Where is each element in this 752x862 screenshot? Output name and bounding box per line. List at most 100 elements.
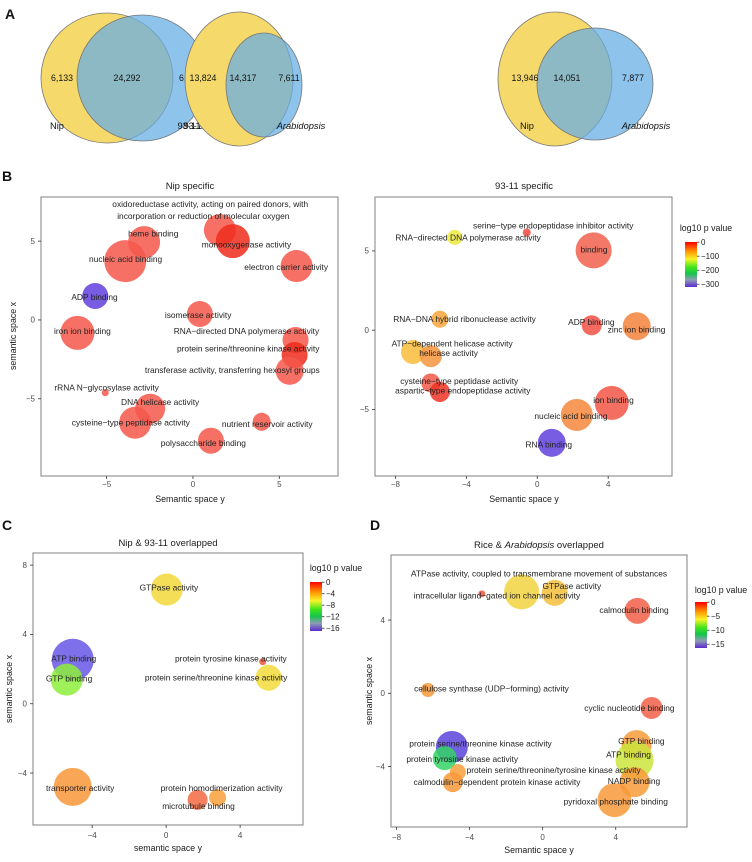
term-label: pyridoxal phosphate binding [564,796,669,806]
plot-c: −4 0 4 8 4 0 −4 Nip & 93-11 overlapped semantic … [4,538,362,853]
x-tick-label: −5 [102,480,112,489]
legend-colorbar [695,602,707,648]
term-label: RNA−DNA hybrid ribonuclease activity [393,314,536,324]
term-label: nucleic acid binding [89,254,162,264]
bubble [255,664,282,691]
bubble [522,228,531,237]
plot-b_left: −5 0 5 5 0 −5 Nip specific Semantic space y sema… [8,181,339,504]
bubble [624,597,651,624]
legend-tick-label: 0 [326,578,331,587]
venn-diagram-2: 13,824 14,317 7,611 93-11 Arabidopsis [177,11,326,147]
bubble [275,356,304,385]
legend-tick-label: −100 [701,252,720,261]
bubble [615,741,654,780]
panel-c-label: C [2,517,13,533]
x-tick-label: 0 [535,480,540,489]
term-label: polysaccharide binding [161,438,247,448]
term-label: protein serine/threonine kinase activity [409,739,552,749]
panel-c-bubble-plot: −4 0 4 8 4 0 −4 Nip & 93-11 overlapped semantic … [4,538,362,853]
bubble [442,772,463,793]
plot-d: −8 −4 0 4 4 0 −4 Rice & Arabidopsis overlapped S… [364,540,747,855]
x-tick-label: −4 [88,831,98,840]
bubble [478,590,486,598]
term-label: DNA helicase activity [121,397,200,407]
bubble [150,573,183,606]
legend-tick-label: −4 [326,590,336,599]
term-label: cellulose synthase (UDP−forming) activit… [414,684,570,694]
x-tick-label: 4 [614,833,619,842]
bubble [280,250,313,283]
y-tick-label: −4 [376,762,386,771]
x-tick-label: 5 [277,480,282,489]
term-label: RNA−directed DNA polymerase activity [395,232,541,242]
bubble [400,340,425,365]
term-label: intracellular ligand−gated ion channel a… [414,590,581,600]
term-label: ADP binding [568,317,615,327]
term-label: cyclic nucleotide binding [584,703,675,713]
bubble [259,658,267,666]
bubble [537,428,566,457]
bubble [186,300,213,327]
panel-d-label: D [370,517,381,533]
term-label: aspartic−type endopeptidase activity [395,385,531,395]
term-label: nutrient reservoir activity [222,419,314,429]
legend-tick-label: −5 [711,612,721,621]
plot-frame [374,196,673,477]
bubble [575,232,612,269]
term-label: GTPase activity [140,583,199,593]
term-label: ATP binding [51,654,96,664]
term-label: oxidoreductase activity, acting on paire… [112,199,308,209]
y-tick-label: 5 [365,247,370,256]
term-label: calmodulin binding [599,605,669,615]
legend-title: log10 p value [680,223,732,233]
bubble [187,789,208,810]
term-label: serine−type endopeptidase inhibitor acti… [473,221,634,231]
legend-tick-label: −200 [701,266,720,275]
term-label: GTP binding [46,674,93,684]
term-label: ion binding [593,395,634,405]
bubble [104,240,147,283]
bubble [197,427,224,454]
x-tick-label: 0 [164,831,169,840]
venn-overlap-count: 24,292 [114,73,141,83]
term-label: zinc ion binding [608,324,666,334]
term-label: RNA−directed DNA polymerase activity [174,326,320,336]
term-label: ADP binding [71,292,118,302]
y-tick-label: 0 [365,326,370,335]
bubble [597,783,632,818]
legend-title: log10 p value [310,563,362,573]
bubble [50,663,83,696]
y-tick-label: 4 [23,630,28,639]
plot-title: Nip & 93-11 overlapped [118,538,217,549]
legend-tick-label: −10 [711,626,725,635]
y-tick-label: 0 [31,316,36,325]
x-axis-label: Semantic space y [155,494,225,504]
term-label: protein homodimerization activity [161,783,284,793]
y-tick-label: 5 [31,237,36,246]
venn-right-circle [536,27,654,141]
venn-left-set-label: Nip [520,121,534,131]
bubble [101,389,109,397]
legend-tick-label: −12 [326,613,340,622]
term-label: protein serine/threonine kinase activity [145,673,288,683]
legend-colorbar [310,582,322,631]
y-axis-label: semantic space x [364,656,374,725]
term-label: iron ion binding [54,326,111,336]
venn-left-count: 13,824 [190,73,217,83]
venn-left-set-label: Nip [50,121,64,131]
venn-right-set-label: Arabidopsis [621,121,671,131]
term-label: incorporation or reduction of molecular … [117,211,290,221]
legend-tick-label: −8 [326,601,336,610]
term-label: cysteine−type peptidase activity [400,376,519,386]
bubble [541,579,568,606]
term-label: protein tyrosine kinase activity [406,754,519,764]
panel-a-label: A [5,6,16,22]
bubble [420,682,435,697]
bubble [594,385,629,420]
term-label: ATP−dependent helicase activity [392,339,514,349]
venn-diagrams: 6,13324,2926,448Nip93-1113,82414,3177,61… [40,11,671,147]
term-label: electron carrier activity [244,262,329,272]
bubble [60,315,95,350]
legend-tick-label: −300 [701,280,720,289]
